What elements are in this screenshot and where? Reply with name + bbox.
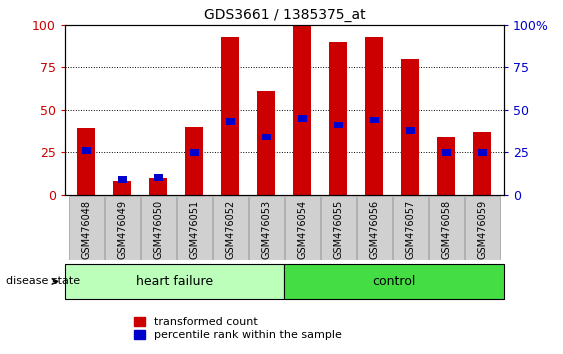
- Bar: [406, 127, 415, 133]
- Bar: [113, 181, 131, 195]
- Bar: [473, 132, 491, 195]
- FancyBboxPatch shape: [213, 196, 248, 259]
- Text: GSM476049: GSM476049: [117, 200, 127, 259]
- Bar: [329, 42, 347, 195]
- Bar: [262, 133, 271, 140]
- Text: GSM476056: GSM476056: [369, 200, 379, 259]
- Bar: [257, 91, 275, 195]
- Bar: [226, 118, 235, 125]
- Text: GSM476052: GSM476052: [225, 200, 235, 259]
- FancyBboxPatch shape: [65, 264, 284, 299]
- Text: GSM476054: GSM476054: [297, 200, 307, 259]
- Text: GSM476051: GSM476051: [189, 200, 199, 259]
- Bar: [293, 25, 311, 195]
- FancyBboxPatch shape: [105, 196, 140, 259]
- Text: GSM476059: GSM476059: [477, 200, 488, 259]
- Title: GDS3661 / 1385375_at: GDS3661 / 1385375_at: [203, 8, 365, 22]
- Bar: [118, 176, 127, 183]
- Bar: [365, 37, 383, 195]
- Text: GSM476053: GSM476053: [261, 200, 271, 259]
- Bar: [149, 178, 167, 195]
- FancyBboxPatch shape: [321, 196, 356, 259]
- Bar: [221, 37, 239, 195]
- FancyBboxPatch shape: [465, 196, 499, 259]
- FancyBboxPatch shape: [357, 196, 392, 259]
- FancyBboxPatch shape: [284, 264, 504, 299]
- Legend: transformed count, percentile rank within the sample: transformed count, percentile rank withi…: [129, 312, 346, 345]
- Bar: [154, 174, 163, 181]
- Bar: [298, 115, 307, 122]
- Bar: [478, 149, 487, 156]
- Bar: [442, 149, 451, 156]
- Text: GSM476048: GSM476048: [81, 200, 91, 259]
- Bar: [370, 116, 379, 123]
- FancyBboxPatch shape: [429, 196, 463, 259]
- Bar: [77, 129, 95, 195]
- Bar: [190, 149, 199, 156]
- Text: heart failure: heart failure: [136, 275, 213, 288]
- FancyBboxPatch shape: [285, 196, 320, 259]
- FancyBboxPatch shape: [393, 196, 427, 259]
- Bar: [185, 127, 203, 195]
- FancyBboxPatch shape: [177, 196, 212, 259]
- Text: GSM476055: GSM476055: [333, 200, 343, 259]
- Bar: [334, 122, 343, 129]
- Bar: [82, 147, 91, 154]
- Text: control: control: [372, 275, 416, 288]
- Text: GSM476050: GSM476050: [153, 200, 163, 259]
- FancyBboxPatch shape: [141, 196, 176, 259]
- Text: GSM476058: GSM476058: [441, 200, 452, 259]
- Bar: [401, 59, 419, 195]
- Bar: [437, 137, 455, 195]
- FancyBboxPatch shape: [69, 196, 104, 259]
- Text: disease state: disease state: [6, 276, 80, 286]
- FancyBboxPatch shape: [249, 196, 284, 259]
- Text: GSM476057: GSM476057: [405, 200, 415, 259]
